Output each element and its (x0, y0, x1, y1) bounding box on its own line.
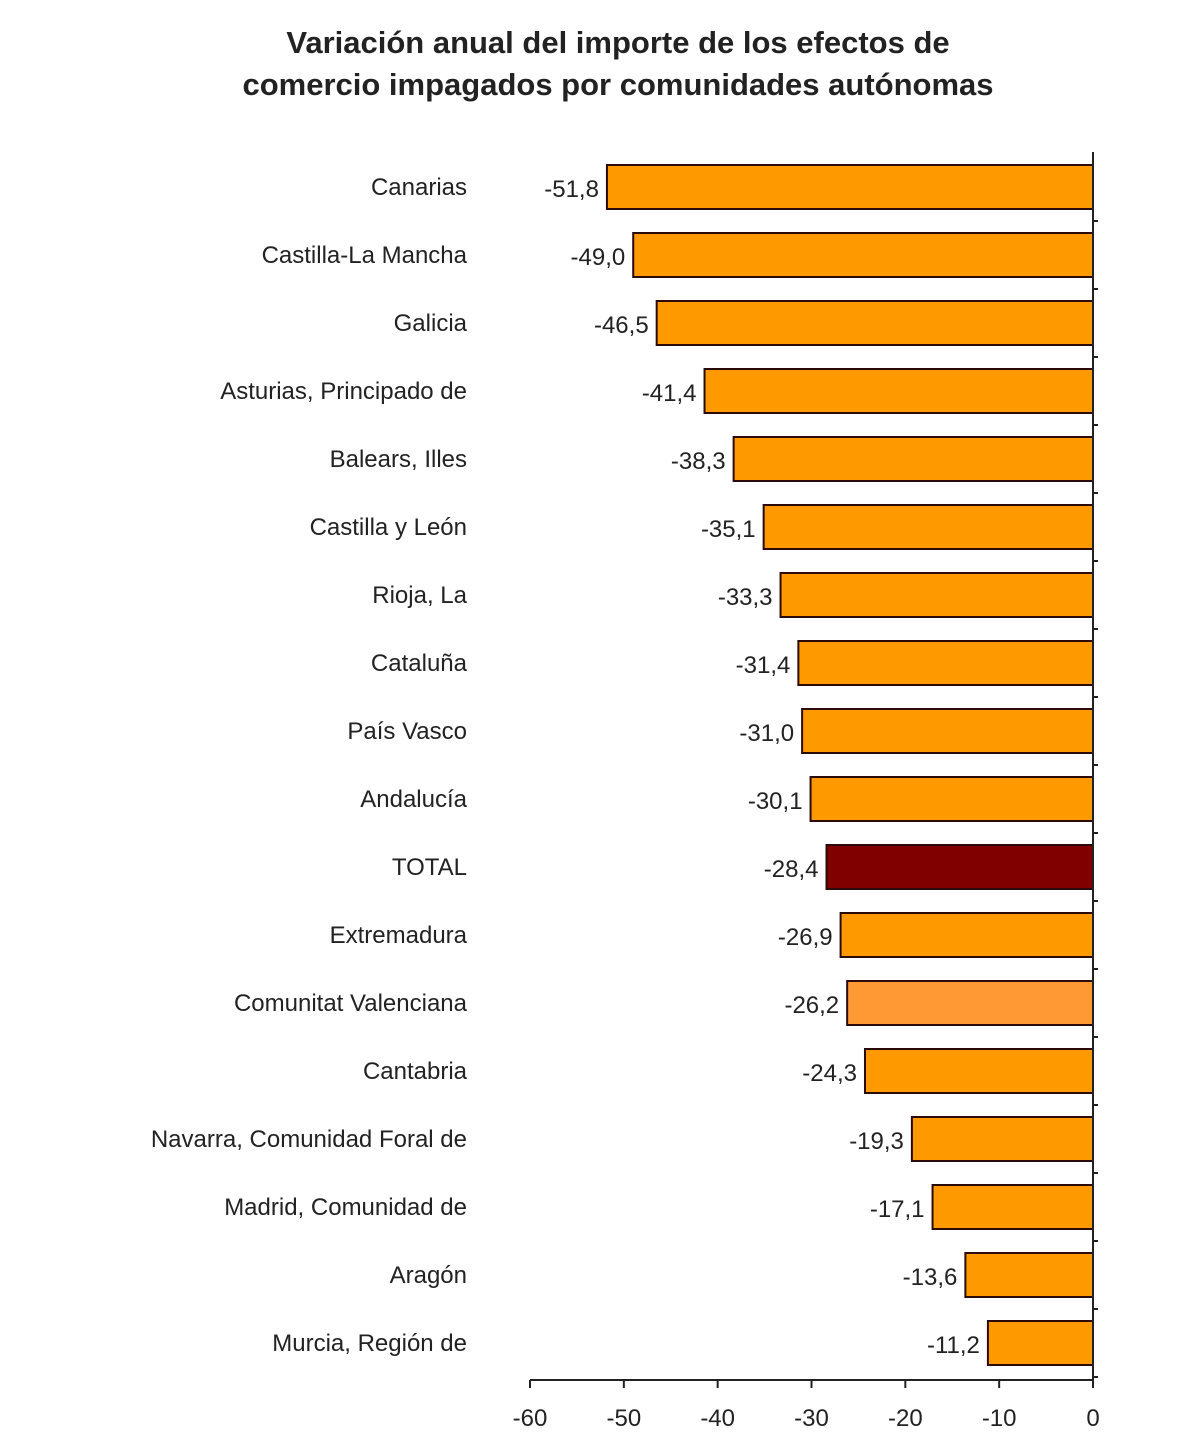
category-label: Balears, Illes (330, 446, 467, 473)
data-label: -38,3 (671, 448, 726, 475)
bar (632, 232, 1094, 278)
data-label: -46,5 (594, 312, 649, 339)
category-label: Andalucía (360, 786, 467, 813)
data-label: -24,3 (802, 1060, 857, 1087)
data-label: -49,0 (571, 244, 626, 271)
category-label: Asturias, Principado de (220, 378, 467, 405)
category-label: Murcia, Región de (272, 1330, 467, 1357)
bar (605, 164, 1095, 210)
category-label: Rioja, La (372, 582, 467, 609)
category-label: Canarias (371, 174, 467, 201)
category-label: Galicia (394, 310, 468, 337)
bar (825, 844, 1094, 890)
data-label: -13,6 (903, 1264, 958, 1291)
data-label: -31,4 (736, 652, 791, 679)
bar (779, 572, 1094, 618)
chart-title: Variación anual del importe de los efect… (0, 22, 1200, 106)
bar (986, 1320, 1095, 1366)
category-label: Castilla y León (310, 514, 467, 541)
data-label: -26,9 (778, 924, 833, 951)
x-tick-label: -20 (888, 1405, 923, 1432)
category-label: Extremadura (330, 922, 468, 949)
data-label: -35,1 (701, 516, 756, 543)
data-label: -28,4 (764, 856, 819, 883)
x-tick-label: -30 (794, 1405, 829, 1432)
bar (964, 1252, 1094, 1298)
bar (863, 1048, 1094, 1094)
data-label: -41,4 (642, 380, 697, 407)
data-label: -17,1 (870, 1196, 925, 1223)
category-label: Cantabria (363, 1058, 468, 1085)
category-label: Comunitat Valenciana (234, 990, 468, 1017)
bar (846, 980, 1095, 1026)
data-label: -33,3 (718, 584, 773, 611)
category-label: Madrid, Comunidad de (224, 1194, 467, 1221)
category-label: País Vasco (347, 718, 467, 745)
category-label: Navarra, Comunidad Foral de (151, 1126, 467, 1153)
x-tick-label: -40 (700, 1405, 735, 1432)
bar (655, 300, 1094, 346)
x-tick-label: 0 (1086, 1405, 1099, 1432)
data-label: -19,3 (849, 1128, 904, 1155)
bar (732, 436, 1094, 482)
bar (801, 708, 1094, 754)
category-label: Cataluña (371, 650, 468, 677)
data-label: -11,2 (927, 1332, 980, 1359)
data-label: -31,0 (739, 720, 794, 747)
category-label: TOTAL (392, 854, 467, 881)
bar (703, 368, 1095, 414)
x-tick-label: -60 (513, 1405, 548, 1432)
x-tick-label: -50 (606, 1405, 641, 1432)
bar (910, 1116, 1094, 1162)
bar (839, 912, 1094, 958)
data-label: -30,1 (748, 788, 803, 815)
title-line-1: Variación anual del importe de los efect… (286, 25, 950, 60)
bar (931, 1184, 1094, 1230)
title-line-2: comercio impagados por comunidades autón… (242, 67, 994, 102)
x-tick-label: -10 (982, 1405, 1017, 1432)
bar (762, 504, 1095, 550)
bar (809, 776, 1094, 822)
data-label: -26,2 (784, 992, 839, 1019)
category-label: Aragón (390, 1262, 467, 1289)
category-label: Castilla-La Mancha (262, 242, 468, 269)
data-label: -51,8 (544, 176, 599, 203)
bar (797, 640, 1094, 686)
